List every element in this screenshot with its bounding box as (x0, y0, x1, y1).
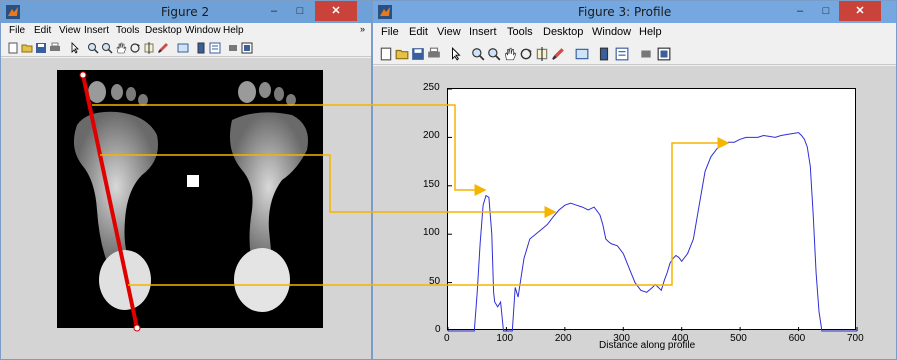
hide-tools-icon[interactable] (639, 47, 653, 61)
menu-help[interactable]: Help (223, 25, 244, 36)
matlab-logo-icon (6, 5, 20, 19)
x-tick-label: 400 (671, 333, 689, 344)
data-cursor-icon[interactable] (535, 47, 549, 61)
profile-axes[interactable] (447, 88, 858, 332)
figure-2-canvas (1, 58, 371, 359)
hide-tools-icon[interactable] (227, 42, 239, 54)
x-tick-label: 100 (496, 333, 514, 344)
figure-2-titlebar[interactable]: Figure 2 – □ ✕ (1, 1, 371, 23)
x-axis-label: Distance along profile (599, 340, 696, 351)
pan-hand-icon[interactable] (503, 47, 517, 61)
show-tools-icon[interactable] (241, 42, 253, 54)
brush-icon[interactable] (157, 42, 169, 54)
menu-overflow-icon[interactable]: » (359, 24, 365, 34)
menu-edit[interactable]: Edit (34, 25, 52, 36)
minimize-button[interactable]: – (796, 5, 804, 17)
matlab-logo-icon (378, 5, 392, 19)
figure-3-toolbar (373, 43, 896, 65)
x-tick-label: 600 (788, 333, 806, 344)
zoom-out-icon[interactable] (487, 47, 501, 61)
right-foot (229, 81, 308, 312)
new-figure-icon[interactable] (379, 47, 393, 61)
x-tick-label: 500 (730, 333, 747, 344)
menu-desktop[interactable]: Desktop (145, 25, 182, 36)
profile-start-handle[interactable] (79, 71, 87, 79)
x-tick-label: 700 (847, 333, 864, 344)
open-file-icon[interactable] (395, 47, 409, 61)
brush-icon[interactable] (551, 47, 565, 61)
profile-plot (447, 88, 858, 332)
show-tools-icon[interactable] (657, 47, 671, 61)
figure-3-titlebar[interactable]: Figure 3: Profile – □ ✕ (373, 1, 896, 23)
save-icon[interactable] (411, 47, 425, 61)
figure-3-menubar: File Edit View Insert Tools Desktop Wind… (373, 23, 896, 43)
menu-edit[interactable]: Edit (409, 26, 428, 38)
legend-icon[interactable] (209, 42, 221, 54)
profile-series-line[interactable] (448, 132, 857, 332)
profile-end-handle[interactable] (133, 324, 141, 332)
figure-3-title: Figure 3: Profile (578, 5, 672, 19)
figure-2-toolbar (1, 39, 371, 57)
figure-2-title: Figure 2 (161, 5, 210, 19)
x-tick-label: 200 (554, 333, 572, 344)
new-figure-icon[interactable] (7, 42, 19, 54)
y-tick-label: 150 (423, 178, 440, 190)
legend-icon[interactable] (615, 47, 629, 61)
menu-file[interactable]: File (9, 25, 26, 36)
link-plot-icon[interactable] (177, 42, 189, 54)
open-file-icon[interactable] (21, 42, 33, 54)
y-tick-label: 100 (423, 227, 440, 239)
close-button[interactable]: ✕ (315, 1, 357, 21)
menu-window[interactable]: Window (592, 26, 632, 38)
y-tick-label: 200 (423, 130, 440, 142)
zoom-in-icon[interactable] (471, 47, 485, 61)
close-button[interactable]: ✕ (839, 1, 881, 21)
data-cursor-icon[interactable] (143, 42, 155, 54)
colorbar-icon[interactable] (597, 47, 611, 61)
figure-3-canvas: 0 50 100 150 200 250 0 100 200 300 400 500 600 700 D… (373, 66, 896, 359)
menu-insert[interactable]: Insert (84, 25, 110, 36)
menu-view[interactable]: View (437, 26, 461, 38)
x-tick-label: 0 (444, 333, 450, 344)
foot-pressure-image[interactable] (57, 70, 323, 332)
menu-window[interactable]: Window (185, 25, 221, 36)
y-tick-label: 50 (429, 275, 441, 287)
pointer-icon[interactable] (449, 47, 463, 61)
print-icon[interactable] (427, 47, 441, 61)
maximize-button[interactable]: □ (822, 5, 830, 17)
zoom-in-icon[interactable] (87, 42, 99, 54)
pan-hand-icon[interactable] (115, 42, 127, 54)
print-icon[interactable] (49, 42, 61, 54)
rotate-3d-icon[interactable] (129, 42, 141, 54)
minimize-button[interactable]: – (270, 5, 278, 17)
figure-3-window: Figure 3: Profile – □ ✕ File Edit View I… (372, 0, 897, 360)
menu-desktop[interactable]: Desktop (543, 26, 584, 38)
y-tick-label: 0 (435, 324, 441, 335)
colorbar-icon[interactable] (195, 42, 207, 54)
menu-help[interactable]: Help (639, 26, 662, 38)
y-tick-label: 250 (423, 82, 440, 93)
menu-tools[interactable]: Tools (507, 26, 533, 38)
footprint-graphic (73, 71, 308, 332)
x-tick-label: 300 (613, 333, 630, 344)
link-plot-icon[interactable] (575, 47, 589, 61)
left-foot (73, 81, 158, 310)
menu-view[interactable]: View (59, 25, 81, 36)
pointer-icon[interactable] (69, 42, 81, 54)
menu-file[interactable]: File (381, 26, 399, 38)
figure-2-menubar: File Edit View Insert Tools Desktop Wind… (1, 23, 371, 39)
save-icon[interactable] (35, 42, 47, 54)
menu-tools[interactable]: Tools (116, 25, 140, 36)
zoom-out-icon[interactable] (101, 42, 113, 54)
menu-insert[interactable]: Insert (469, 26, 497, 38)
rotate-3d-icon[interactable] (519, 47, 533, 61)
figure-2-window: Figure 2 – □ ✕ File Edit View Insert Too… (0, 0, 372, 360)
maximize-button[interactable]: □ (296, 5, 304, 17)
marker-square (187, 175, 199, 187)
